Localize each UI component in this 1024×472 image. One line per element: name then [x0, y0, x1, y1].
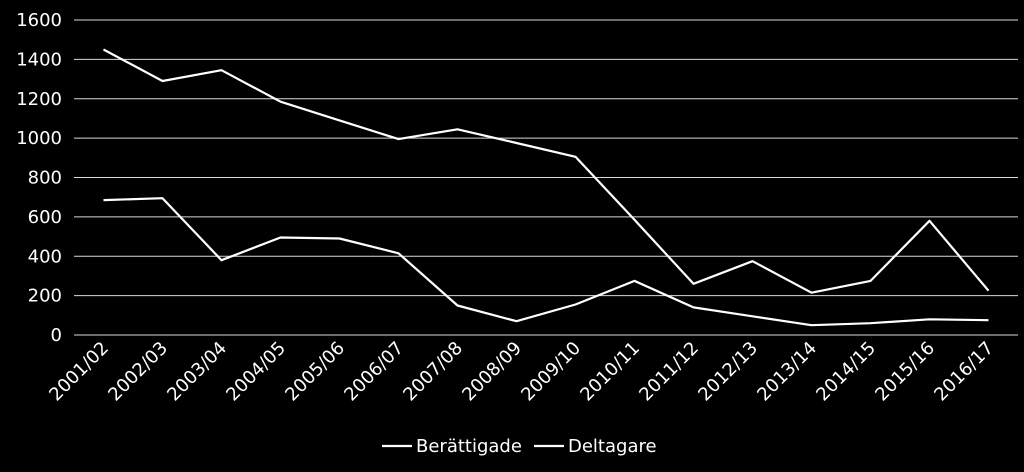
x-tick-label: 2015/16	[871, 338, 939, 406]
y-tick-label: 0	[51, 325, 62, 346]
x-tick-label: 2002/03	[104, 338, 172, 406]
x-tick-label: 2013/14	[753, 338, 821, 406]
x-tick-label: 2010/11	[576, 338, 644, 406]
x-tick-label: 2008/09	[458, 338, 526, 406]
x-tick-label: 2001/02	[45, 338, 113, 406]
gridlines	[74, 19, 1018, 336]
x-tick-label: 2003/04	[163, 338, 231, 406]
y-tick-label: 1400	[16, 49, 62, 70]
y-tick-label: 800	[28, 168, 62, 189]
legend-label: Berättigade	[416, 436, 522, 457]
y-axis-ticks: 0 200 400 600 800 1000 1200 1400 1600	[16, 10, 62, 346]
series-line-berattigade	[102, 48, 990, 294]
legend-label: Deltagare	[568, 436, 657, 457]
y-tick-label: 600	[28, 207, 62, 228]
x-axis-ticks: 2001/022002/032003/042004/052005/062006/…	[45, 338, 998, 406]
x-tick-label: 2016/17	[930, 338, 998, 406]
x-tick-label: 2004/05	[222, 338, 290, 406]
x-tick-label: 2011/12	[635, 338, 703, 406]
x-tick-label: 2005/06	[281, 338, 349, 406]
y-tick-label: 200	[28, 286, 62, 307]
x-tick-label: 2009/10	[517, 338, 585, 406]
y-tick-label: 1000	[16, 128, 62, 149]
x-tick-label: 2007/08	[399, 338, 467, 406]
legend: Berättigade Deltagare	[382, 436, 657, 457]
x-tick-label: 2006/07	[340, 338, 408, 406]
series-lines	[102, 48, 990, 327]
y-tick-label: 400	[28, 246, 62, 267]
y-tick-label: 1200	[16, 89, 62, 110]
series-line-deltagare	[103, 197, 989, 327]
x-tick-label: 2012/13	[694, 338, 762, 406]
y-tick-label: 1600	[16, 10, 62, 31]
x-tick-label: 2014/15	[812, 338, 880, 406]
